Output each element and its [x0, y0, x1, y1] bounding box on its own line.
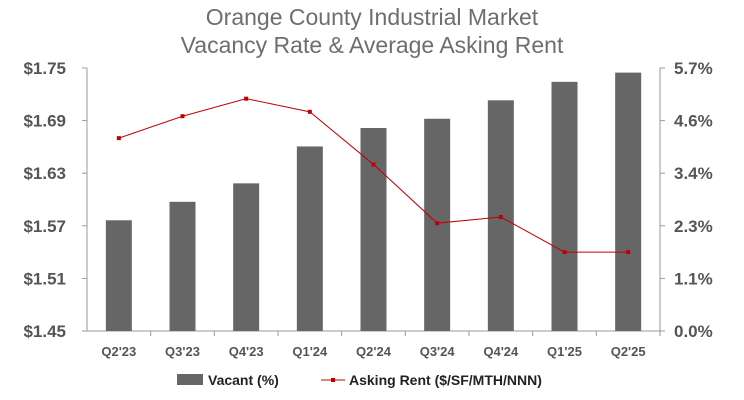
legend-vacant-label: Vacant (%) [208, 372, 279, 388]
legend-rent-label: Asking Rent ($/SF/MTH/NNN) [349, 372, 542, 388]
right-tick-label: 4.6% [674, 112, 713, 131]
bar-series [105, 72, 642, 331]
chart-title-line-1: Orange County Industrial Market [205, 4, 539, 30]
vacancy-bar [105, 220, 132, 331]
asking-rent-point [371, 162, 376, 167]
asking-rent-point [498, 215, 503, 220]
legend-vacant-swatch [177, 374, 203, 385]
vacancy-bar [233, 183, 260, 331]
right-tick-label: 2.3% [674, 217, 713, 236]
left-tick-label: $1.57 [23, 217, 66, 236]
x-tick-label: Q1'25 [547, 344, 582, 359]
vacancy-bar [615, 72, 642, 331]
asking-rent-point [435, 221, 440, 226]
left-tick-label: $1.63 [23, 164, 66, 183]
asking-rent-point [562, 250, 567, 255]
vacancy-bar [360, 127, 387, 331]
asking-rent-point [180, 114, 185, 119]
right-tick-label: 5.7% [674, 59, 713, 78]
asking-rent-point [244, 96, 249, 101]
asking-rent-point [626, 250, 631, 255]
left-tick-label: $1.75 [23, 59, 66, 78]
asking-rent-point [116, 136, 121, 141]
x-tick-label: Q4'23 [229, 344, 264, 359]
left-tick-label: $1.69 [23, 112, 66, 131]
legend-rent-marker [331, 378, 335, 382]
vacancy-bar [296, 146, 323, 331]
right-tick-label: 0.0% [674, 322, 713, 341]
x-tick-label: Q4'24 [483, 344, 519, 359]
x-tick-label: Q2'23 [101, 344, 136, 359]
left-tick-label: $1.51 [23, 269, 66, 288]
x-tick-label: Q3'23 [165, 344, 200, 359]
line-series [116, 96, 631, 255]
right-tick-label: 1.1% [674, 269, 713, 288]
vacancy-bar [551, 81, 578, 331]
x-tick-label: Q3'24 [420, 344, 456, 359]
tick-labels: $1.75 $1.69 $1.63 $1.57 $1.51 $1.45 5.7% 4.6% 3.… [23, 59, 712, 359]
left-tick-label: $1.45 [23, 322, 66, 341]
asking-rent-point [307, 109, 312, 114]
x-tick-label: Q2'24 [356, 344, 392, 359]
x-tick-label: Q1'24 [292, 344, 328, 359]
right-tick-label: 3.4% [674, 164, 713, 183]
chart-title-line-2: Vacancy Rate & Average Asking Rent [180, 32, 564, 58]
x-tick-label: Q2'25 [611, 344, 646, 359]
legend: Vacant (%) Asking Rent ($/SF/MTH/NNN) [177, 372, 542, 388]
vacancy-bar [169, 201, 196, 331]
